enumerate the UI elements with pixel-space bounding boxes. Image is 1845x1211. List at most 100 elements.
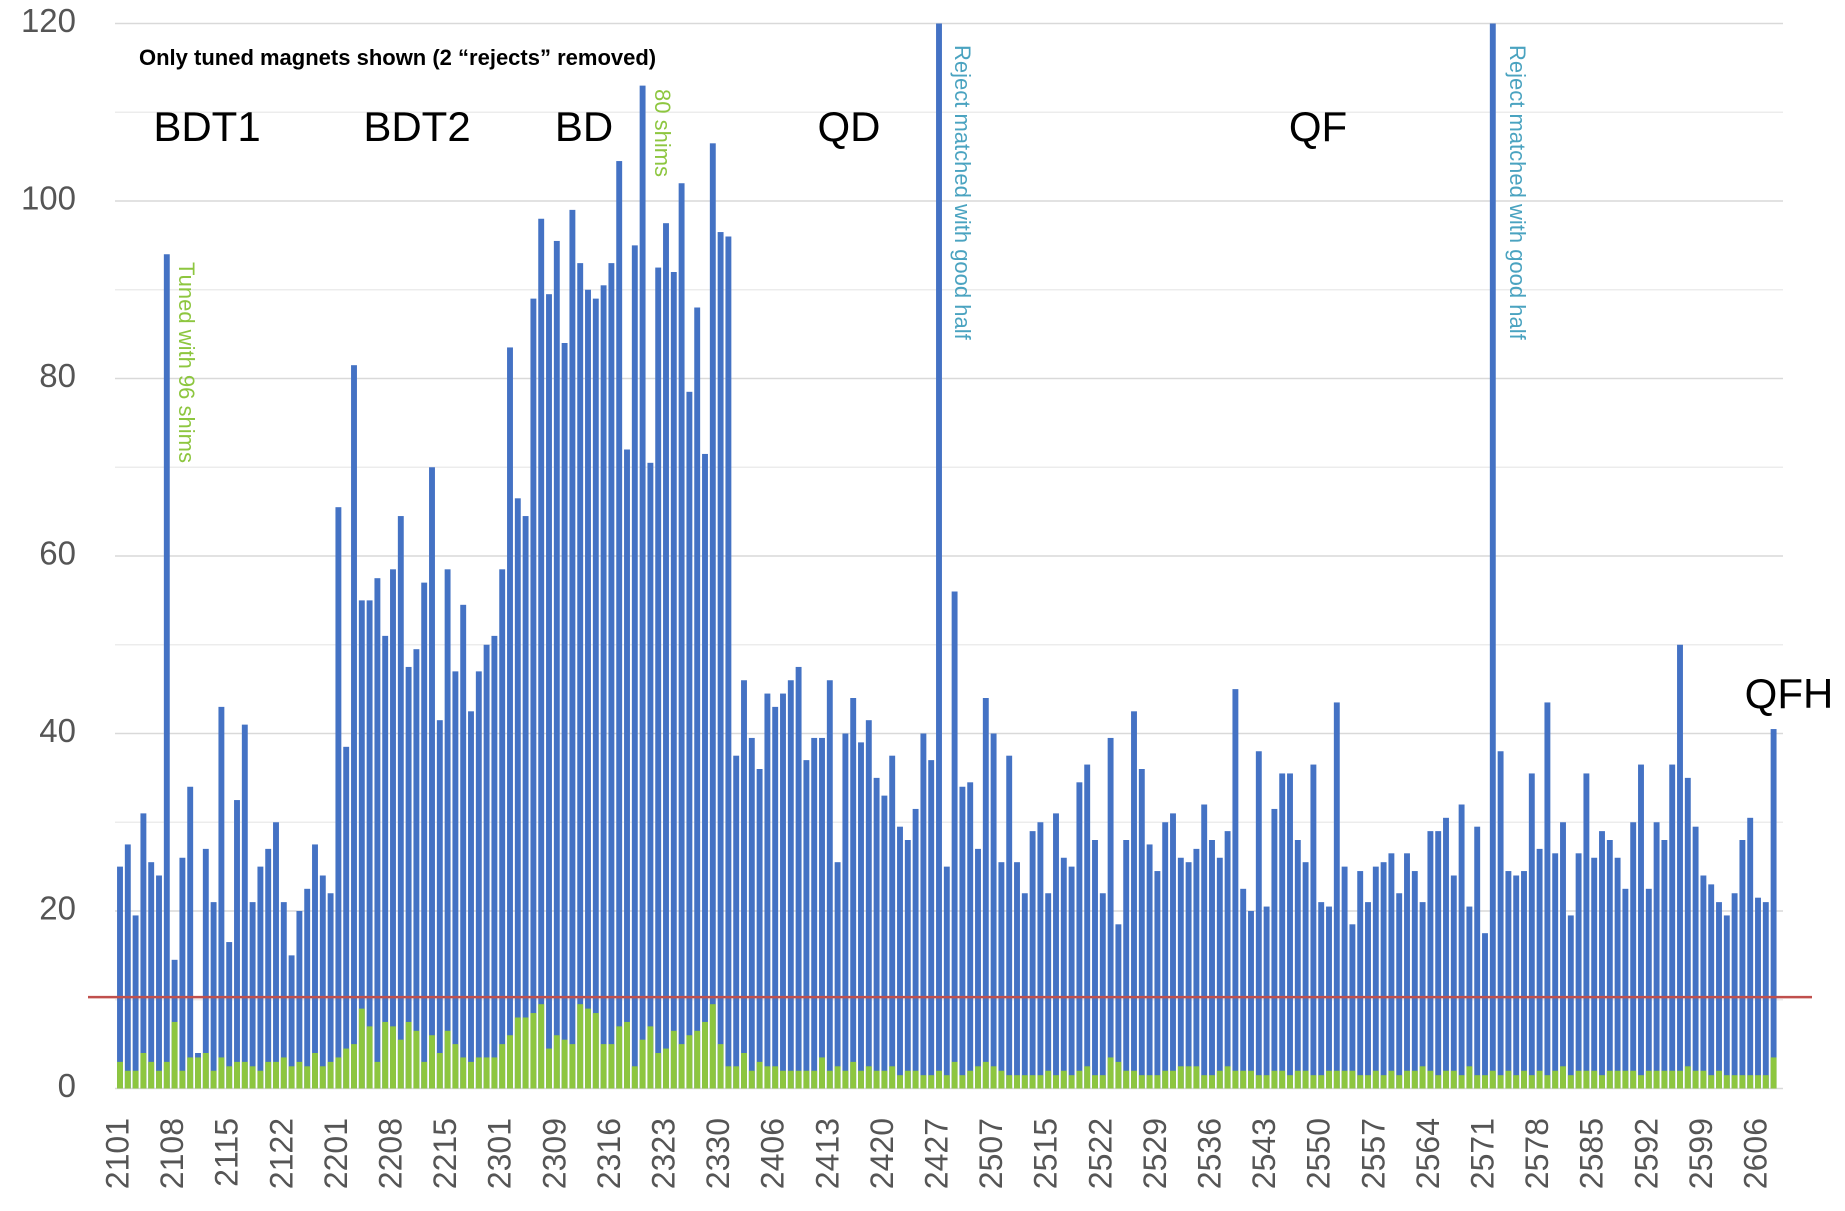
bar [826,680,833,1089]
bar [647,1026,654,1089]
shim-note: 80 shims [650,89,675,177]
bar [1349,924,1356,1089]
bar [491,635,498,1089]
bar [1380,862,1387,1089]
bar [1029,831,1036,1089]
bar [904,840,911,1089]
bar [1474,1075,1481,1089]
bar [1645,1070,1652,1089]
bar [904,1070,911,1089]
bar [858,742,864,1089]
bar [1006,1075,1013,1089]
bar [1521,1070,1527,1089]
bar [1349,1070,1356,1089]
bar [1341,866,1348,1089]
bar [826,1070,833,1089]
bar [1388,1070,1395,1089]
bar [592,298,599,1089]
bar [811,1070,818,1089]
bar [1677,1070,1683,1089]
bar [1216,1070,1223,1089]
bar [1076,1070,1083,1089]
x-tick-label: 2420 [864,1118,900,1189]
bar [343,746,350,1089]
bar [951,591,958,1089]
bar [1099,1075,1106,1089]
shim-note: Tuned with 96 shims [174,262,199,463]
bar [1154,1075,1161,1089]
bar [1497,1075,1504,1089]
bar [1747,1075,1754,1089]
bar [1248,911,1254,1089]
bar [1060,1070,1067,1089]
bar [1567,915,1574,1089]
bar [624,1021,630,1089]
bar [124,844,131,1089]
bar [1755,897,1761,1089]
bar [936,1070,942,1089]
bar [655,1053,662,1089]
bar [842,733,849,1089]
bar [834,862,841,1089]
bar [507,1035,513,1089]
x-tick-label: 2585 [1574,1118,1610,1189]
bar [1388,853,1395,1089]
bar [234,800,240,1089]
bar [1528,773,1535,1089]
bar [1294,840,1301,1089]
bar [1450,875,1457,1089]
bar [1006,755,1013,1089]
bar [514,498,521,1089]
bar [1599,831,1605,1089]
bar [1060,857,1067,1089]
bar [1762,1075,1769,1089]
bar [444,1030,451,1089]
bar [156,1070,162,1089]
bar [444,569,451,1089]
bar [1443,817,1449,1089]
bar [1513,1075,1520,1089]
bar [522,516,529,1089]
x-tick-label: 2515 [1028,1118,1064,1189]
bar [1232,1070,1239,1089]
bar [1474,826,1481,1089]
bar [1029,1075,1036,1089]
bar [1216,857,1223,1089]
bar [1287,773,1293,1089]
bar [1552,853,1559,1089]
bar [1248,1070,1254,1089]
x-tick-label: 2208 [372,1118,408,1189]
bar [1427,831,1434,1089]
reject-note: Reject matched with good half [950,45,975,341]
bar [390,1026,396,1089]
bar [600,285,607,1089]
bar [1107,1057,1114,1089]
bar [1115,1061,1122,1089]
bar [1131,1070,1137,1089]
bar [436,1053,443,1089]
bar [1560,822,1566,1089]
bar [1435,831,1442,1089]
bar [1770,1057,1777,1089]
bar [382,635,389,1089]
bar [1333,702,1340,1089]
bar [538,218,545,1089]
bar [943,866,950,1089]
x-tick-label: 2427 [918,1118,954,1189]
bar [483,1057,490,1089]
bar [1107,737,1114,1089]
bar [670,272,677,1089]
bar [702,1021,708,1089]
bar [187,1057,194,1089]
bar [1099,893,1106,1089]
bar [351,365,357,1089]
bar [1209,1075,1215,1089]
bar [1669,1070,1676,1089]
bar [1365,1075,1371,1089]
bar [1326,1070,1332,1089]
bar [546,294,552,1089]
bar [1092,1075,1098,1089]
bar [865,720,872,1089]
bar [1419,1066,1426,1089]
